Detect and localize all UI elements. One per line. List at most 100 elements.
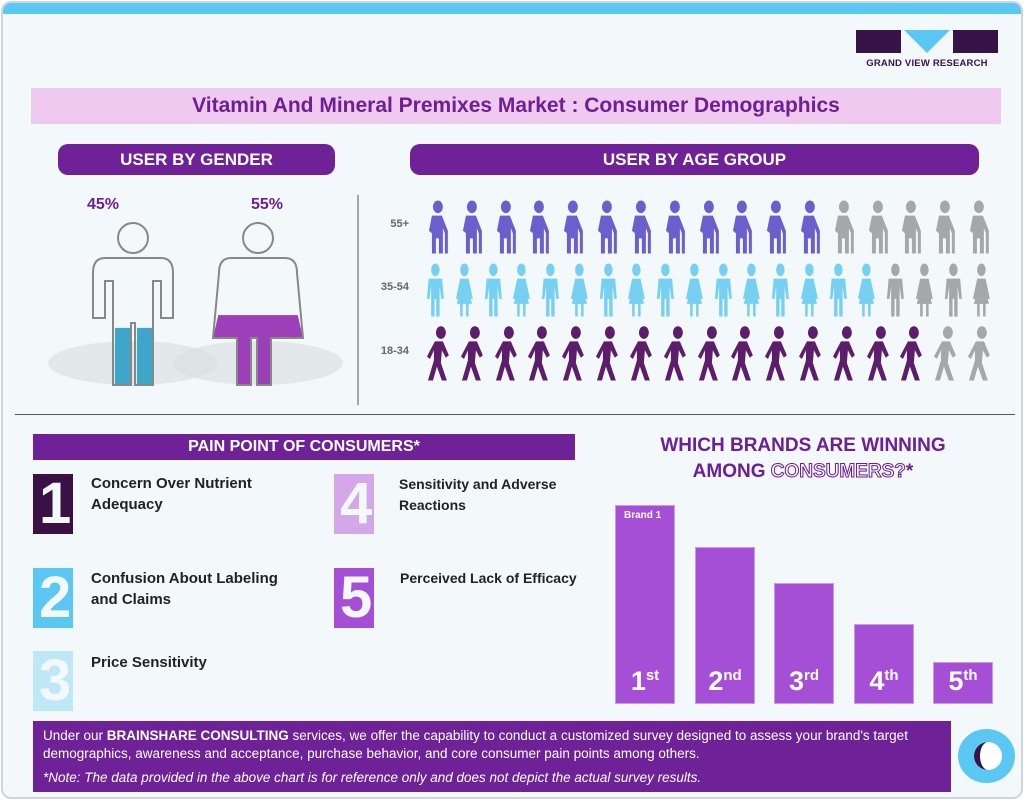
age-label: 35-54 <box>380 281 409 293</box>
brands-title-among: AMONG <box>692 461 771 482</box>
walking-person-icon <box>596 326 618 381</box>
elderly-person-with-cane-icon <box>598 200 617 254</box>
pain-point-text: Price Sensitivity <box>91 654 207 671</box>
pain-point-text: Sensitivity and Adverse Reactions <box>399 476 557 513</box>
elderly-person-with-cane-icon <box>902 200 922 254</box>
pain-points-heading: PAIN POINT OF CONSUMERS* <box>33 434 575 460</box>
man-woman-pair-icon <box>685 263 703 317</box>
rank-label: 2nd <box>708 665 742 696</box>
elderly-person-with-cane-icon <box>530 200 550 254</box>
bar-top-label: Brand 1 <box>624 510 662 521</box>
age-heading: USER BY AGE GROUP <box>410 144 979 175</box>
elderly-person-with-cane-icon <box>631 200 651 254</box>
man-woman-pair-icon <box>656 263 674 317</box>
man-woman-pair-icon <box>426 263 444 317</box>
male-figure-icon <box>92 222 174 386</box>
age-row-18-34 <box>421 325 996 383</box>
grand-view-research-logo: GRAND VIEW RESEARCH <box>856 30 998 69</box>
elderly-person-with-cane-icon <box>428 200 448 254</box>
elderly-person-with-cane-icon <box>800 200 820 254</box>
man-woman-pair-icon <box>771 263 789 317</box>
brands-title-consumers: CONSUMERS? <box>770 461 906 483</box>
page-title: Vitamin And Mineral Premixes Market : Co… <box>31 88 1001 124</box>
walking-person-icon <box>528 326 551 381</box>
man-woman-pair-icon <box>714 263 732 317</box>
male-percent: 45% <box>87 196 120 213</box>
man-woman-pair-icon <box>886 263 904 317</box>
brand-bar-2nd: 2nd <box>695 546 755 704</box>
walking-person-icon <box>494 326 517 381</box>
walking-person-icon <box>934 326 957 381</box>
man-woman-pair-icon <box>829 263 847 317</box>
pain-number-3: 3 <box>33 651 73 711</box>
walking-person-icon <box>629 326 652 381</box>
footer-banner: Under our BRAINSHARE CONSULTING services… <box>33 721 951 792</box>
divider <box>15 414 1015 415</box>
walking-person-icon <box>765 326 787 381</box>
man-woman-pair-icon <box>858 263 876 317</box>
walking-person-icon <box>798 326 821 381</box>
man-woman-pair-icon <box>541 263 559 317</box>
man-woman-pair-icon <box>743 263 761 317</box>
age-label: 55+ <box>390 218 409 230</box>
rank-label: 1st <box>630 666 660 696</box>
elderly-person-with-cane-icon <box>496 200 516 254</box>
brand-bar-5th: 5th <box>933 662 993 704</box>
walking-person-icon <box>426 326 449 381</box>
pain-number-1: 1 <box>33 474 73 534</box>
gender-heading: USER BY GENDER <box>58 144 335 175</box>
elderly-person-with-cane-icon <box>733 200 753 254</box>
age-label: 18-34 <box>380 345 409 357</box>
pain-number-2: 2 <box>33 568 73 628</box>
elderly-person-with-cane-icon <box>462 200 482 254</box>
man-woman-pair-icon <box>599 263 617 317</box>
rank-label: 4th <box>869 665 899 696</box>
walking-person-icon <box>663 326 686 381</box>
man-woman-pair-icon <box>800 263 818 317</box>
brand-bar-1st: Brand 1 1st <box>615 505 675 704</box>
gender-figures <box>48 222 343 386</box>
brands-title: WHICH BRANDS ARE WINNING AMONG CONSUMERS… <box>623 433 983 485</box>
walking-person-icon <box>967 326 990 381</box>
man-woman-pair-icon <box>944 263 962 317</box>
footer-text-pre: Under our <box>43 728 107 743</box>
man-woman-pair-icon <box>973 263 991 317</box>
man-woman-pair-icon <box>455 263 473 317</box>
divider <box>357 195 359 405</box>
walking-person-icon <box>460 326 483 381</box>
brainshare-logo-icon <box>958 729 1015 783</box>
rank-label: 3rd <box>788 665 820 696</box>
female-figure-icon <box>211 222 305 386</box>
age-row-35-54 <box>421 261 996 319</box>
footer-brainshare: BRAINSHARE CONSULTING <box>106 728 289 743</box>
elderly-person-with-cane-icon <box>564 200 584 254</box>
brands-title-star: * <box>905 461 914 482</box>
elderly-person-with-cane-icon <box>834 200 854 254</box>
pain-point-text: Perceived Lack of Efficacy <box>400 570 577 586</box>
man-woman-pair-icon <box>915 263 933 317</box>
elderly-person-with-cane-icon <box>665 200 685 254</box>
pain-point-text: Confusion About Labeling and Claims <box>91 570 278 608</box>
female-percent: 55% <box>251 196 284 213</box>
man-woman-pair-icon <box>484 263 502 317</box>
walking-person-icon <box>900 326 923 381</box>
elderly-person-with-cane-icon <box>936 200 956 254</box>
man-woman-pair-icon <box>513 263 531 317</box>
logo-text: GRAND VIEW RESEARCH <box>866 58 988 69</box>
brand-bar-3rd: 3rd <box>774 582 834 704</box>
man-woman-pair-icon <box>570 263 588 317</box>
pain-number-4: 4 <box>334 474 374 534</box>
rank-label: 5th <box>948 665 978 696</box>
walking-person-icon <box>697 326 720 381</box>
walking-person-icon <box>866 326 889 381</box>
age-row-55+ <box>421 198 996 256</box>
elderly-person-with-cane-icon <box>868 200 888 254</box>
top-bar <box>3 3 1021 14</box>
elderly-person-with-cane-icon <box>767 200 786 254</box>
pain-number-5: 5 <box>334 568 374 628</box>
elderly-person-with-cane-icon <box>969 200 989 254</box>
footer-text-post: services, we offer the capability to con… <box>43 728 908 761</box>
walking-person-icon <box>832 326 855 381</box>
man-woman-pair-icon <box>628 263 646 317</box>
